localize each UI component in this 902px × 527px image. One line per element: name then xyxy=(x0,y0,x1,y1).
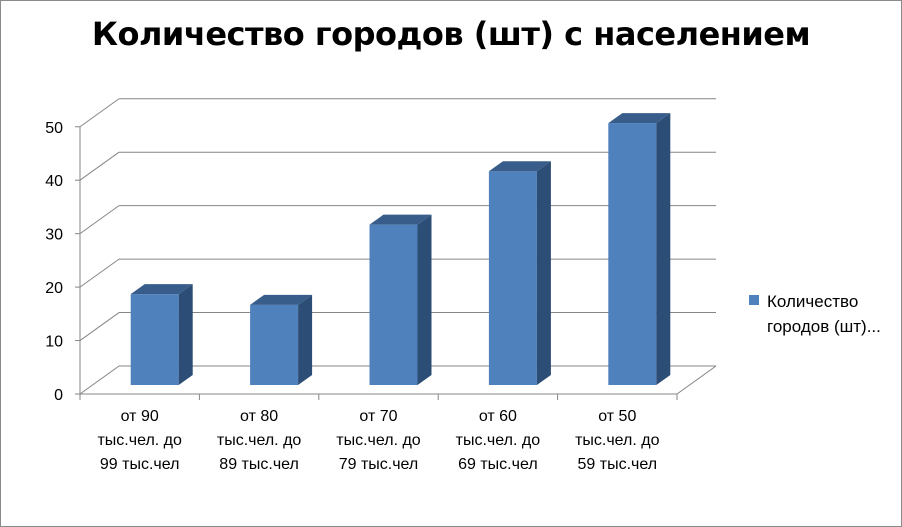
x-category-label-line: от 90 xyxy=(120,408,159,425)
x-category-label: от 60 тыс.чел. до 69 тыс.чел xyxy=(438,405,557,477)
bar-side xyxy=(536,161,551,385)
bar-front xyxy=(250,304,299,385)
x-category-label-line: от 60 xyxy=(478,408,517,425)
gridline-side xyxy=(79,205,120,235)
bar-side xyxy=(417,214,432,385)
bar-side xyxy=(656,113,671,385)
bar-side xyxy=(178,284,193,385)
y-axis-ticks: 0 10 20 30 40 50 xyxy=(45,120,63,404)
y-tick-label: 10 xyxy=(45,334,63,351)
x-category-label-line: тыс.чел. до xyxy=(97,432,182,449)
axes xyxy=(75,126,678,400)
y-tick-label: 20 xyxy=(45,280,63,297)
bar-front xyxy=(130,294,179,385)
y-tick-label: 50 xyxy=(45,120,63,137)
bar-front xyxy=(608,123,657,385)
bar-front xyxy=(488,171,537,385)
bar-top xyxy=(130,284,193,295)
x-category-label-line: 69 тыс.чел xyxy=(458,456,538,473)
legend-label-line: Количество xyxy=(767,292,859,311)
x-category-label: от 90 тыс.чел. до 99 тыс.чел xyxy=(80,405,199,477)
x-category-label-line: тыс.чел. до xyxy=(216,432,302,449)
x-category-label-line: 59 тыс.чел xyxy=(577,456,658,473)
gridline-side xyxy=(79,312,120,341)
legend-swatch xyxy=(749,295,759,305)
y-tick-label: 0 xyxy=(54,387,63,404)
x-category-label-line: 89 тыс.чел xyxy=(219,456,299,473)
bars xyxy=(130,113,671,385)
gridline-side xyxy=(79,98,120,128)
x-category-label-line: 79 тыс.чел xyxy=(338,456,419,473)
bar-side xyxy=(298,294,313,385)
legend-label-line: городов (шт)... xyxy=(767,317,881,336)
bar xyxy=(250,294,313,385)
x-category-label-line: от 70 xyxy=(359,408,398,425)
floor-edge xyxy=(676,365,717,395)
bar-top xyxy=(369,214,432,225)
x-category-label-line: от 50 xyxy=(598,408,637,425)
x-category-label-line: от 80 xyxy=(240,408,279,425)
x-category-label: от 80 тыс.чел. до 89 тыс.чел xyxy=(199,405,318,477)
x-category-label-line: тыс.чел. до xyxy=(336,432,421,449)
bar-top xyxy=(250,294,313,305)
bar-front xyxy=(369,224,418,385)
bar xyxy=(608,113,671,385)
x-category-label-line: тыс.чел. до xyxy=(455,432,541,449)
y-tick-label: 30 xyxy=(45,227,63,244)
bar-top xyxy=(488,161,551,172)
legend-label: Количество городов (шт)... xyxy=(767,289,901,339)
bar xyxy=(369,214,432,385)
x-category-label-line: 99 тыс.чел xyxy=(99,456,180,473)
x-category-label: от 50 тыс.чел. до 59 тыс.чел xyxy=(558,405,677,477)
bar-top xyxy=(608,113,671,124)
gridline-side xyxy=(79,365,120,395)
bar xyxy=(130,284,193,385)
chart-title: Количество городов (шт) с населением xyxy=(91,15,811,53)
x-category-label: от 70 тыс.чел. до 79 тыс.чел xyxy=(319,405,438,477)
bar xyxy=(488,161,551,385)
y-tick-label: 40 xyxy=(45,173,63,190)
gridline-side xyxy=(79,258,120,288)
gridline-side xyxy=(79,151,120,181)
x-category-label-line: тыс.чел. до xyxy=(575,432,660,449)
